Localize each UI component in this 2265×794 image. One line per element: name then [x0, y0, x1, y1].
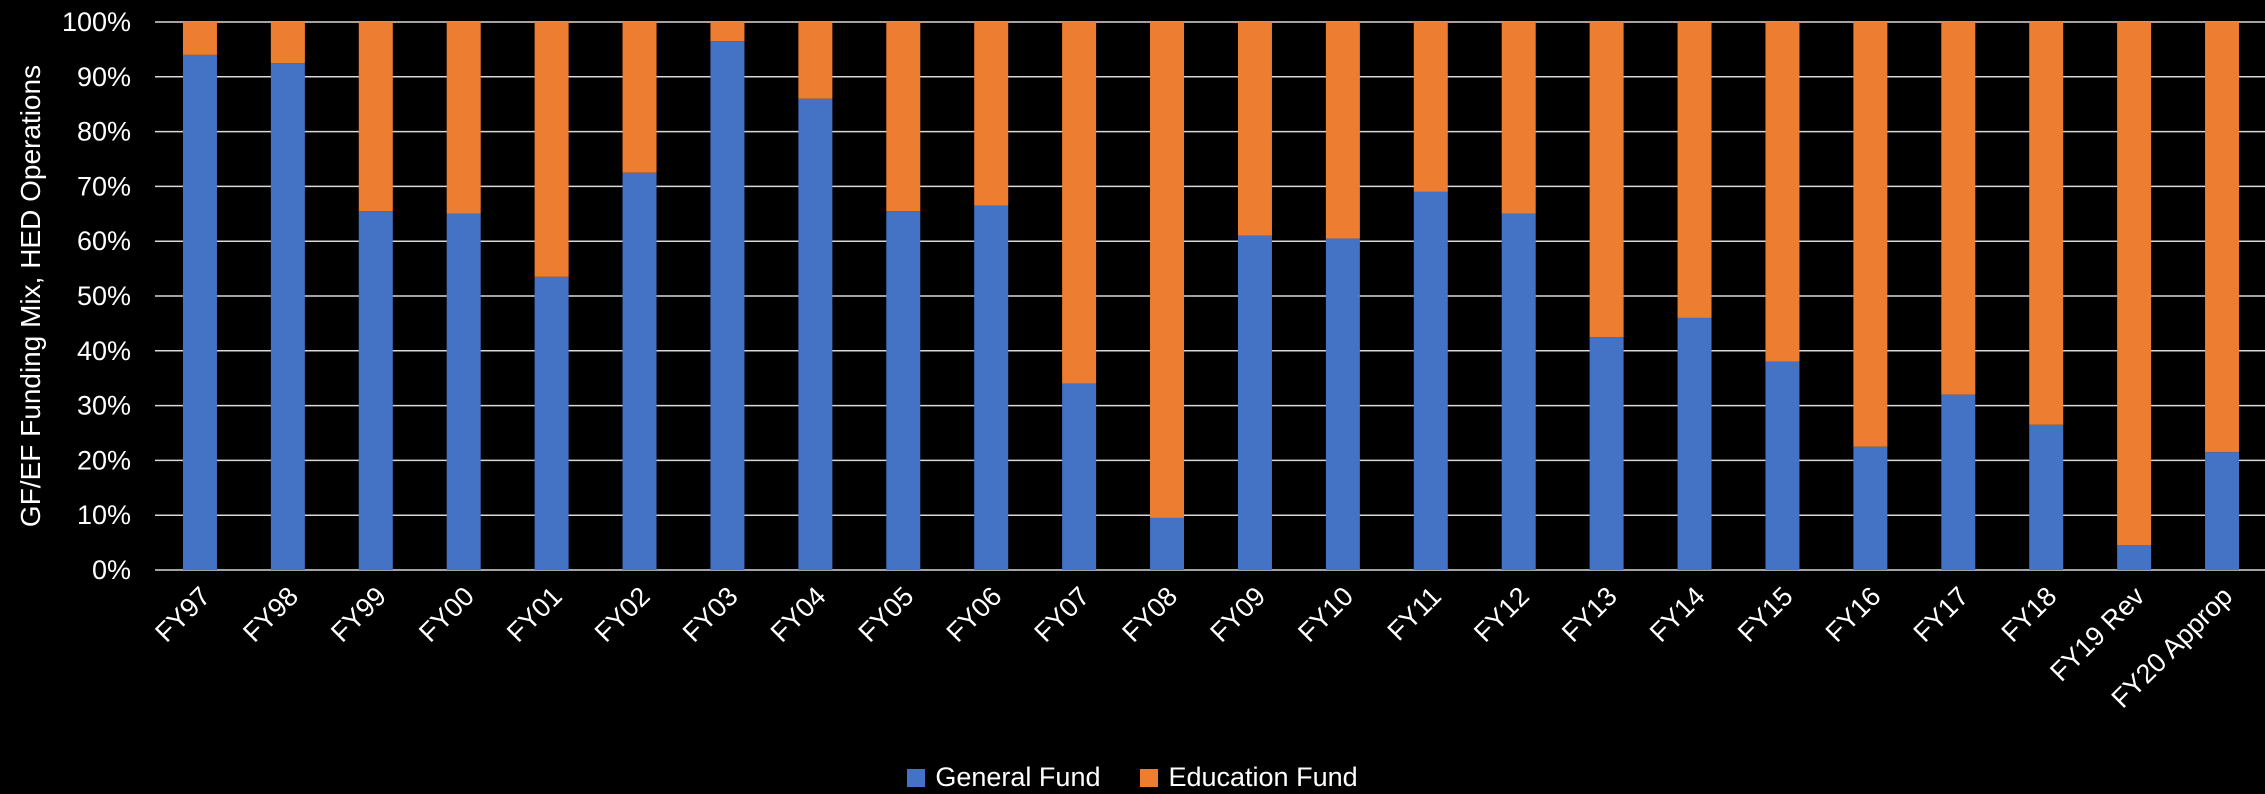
bar-education-fund-fy97	[182, 22, 217, 55]
bar-education-fund-fy03	[710, 22, 745, 42]
x-tick-label: FY98	[237, 581, 304, 648]
y-tick-label: 30%	[77, 391, 131, 421]
bar-general-fund-fy00	[446, 213, 481, 571]
bar-education-fund-fy10	[1325, 22, 1360, 239]
legend-swatch-education-fund	[1140, 768, 1159, 787]
y-tick-label: 10%	[77, 500, 131, 530]
bar-general-fund-fy11	[1413, 191, 1448, 570]
x-tick-label: FY16	[1820, 581, 1887, 648]
bar-general-fund-fy02	[622, 172, 657, 570]
x-tick-label: FY15	[1732, 581, 1799, 648]
bar-education-fund-fy01	[534, 22, 569, 277]
chart-legend: General Fund Education Fund	[0, 762, 2265, 793]
bar-general-fund-fy07	[1062, 383, 1097, 570]
x-tick-label: FY09	[1204, 581, 1271, 648]
bar-education-fund-fy12	[1501, 22, 1536, 214]
y-tick-label: 50%	[77, 281, 131, 311]
bar-education-fund-fy06	[974, 22, 1009, 206]
legend-label-education-fund: Education Fund	[1168, 762, 1358, 792]
bar-general-fund-fy10	[1325, 238, 1360, 570]
bar-general-fund-fy20-approp	[2205, 452, 2240, 570]
y-tick-label: 100%	[62, 7, 131, 37]
bar-general-fund-fy99	[358, 211, 393, 570]
bar-general-fund-fy08	[1150, 517, 1185, 570]
x-tick-label: FY18	[1996, 581, 2063, 648]
bar-general-fund-fy14	[1677, 317, 1712, 570]
bar-education-fund-fy18	[2029, 22, 2064, 425]
y-tick-label: 40%	[77, 336, 131, 366]
x-tick-label: FY11	[1382, 581, 1447, 646]
bar-education-fund-fy08	[1150, 22, 1185, 518]
legend-label-general-fund: General Fund	[935, 762, 1101, 792]
bar-general-fund-fy18	[2029, 424, 2064, 570]
bar-education-fund-fy19-rev	[2117, 22, 2152, 546]
chart-plot: 0% 10% 20% 30% 40% 50% 60% 70% 80% 90% 100% GF/EF F…	[15, 7, 2265, 714]
x-tick-label: FY05	[853, 581, 920, 648]
x-tick-label: FY12	[1468, 581, 1535, 648]
bar-education-fund-fy16	[1853, 22, 1888, 447]
bar-education-fund-fy99	[358, 22, 393, 212]
y-tick-label: 70%	[77, 171, 131, 201]
x-tick-label: FY14	[1644, 581, 1711, 648]
x-tick-label: FY00	[413, 581, 480, 648]
bar-general-fund-fy05	[886, 211, 921, 570]
bar-education-fund-fy17	[1941, 22, 1976, 395]
y-tick-label: 60%	[77, 226, 131, 256]
bar-general-fund-fy13	[1589, 337, 1624, 570]
bar-education-fund-fy04	[798, 22, 833, 99]
y-tick-label: 20%	[77, 445, 131, 475]
bar-general-fund-fy06	[974, 205, 1009, 570]
bar-general-fund-fy12	[1501, 213, 1536, 571]
bar-education-fund-fy00	[446, 22, 481, 214]
bar-education-fund-fy20-approp	[2205, 22, 2240, 453]
x-tick-label: FY08	[1116, 581, 1183, 648]
x-tick-label: FY17	[1908, 581, 1975, 648]
x-tick-label: FY01	[501, 581, 568, 648]
x-tick-label: FY97	[149, 581, 216, 648]
bar-education-fund-fy07	[1062, 22, 1097, 384]
bar-general-fund-fy17	[1941, 394, 1976, 570]
x-tick-label: FY10	[1292, 581, 1359, 648]
y-tick-label: 90%	[77, 62, 131, 92]
bar-education-fund-fy11	[1413, 22, 1448, 192]
x-tick-label: FY04	[765, 581, 832, 648]
x-tick-label: FY99	[325, 581, 392, 648]
x-tick-label: FY06	[941, 581, 1008, 648]
bar-education-fund-fy09	[1237, 22, 1272, 236]
x-tick-label: FY02	[589, 581, 656, 648]
y-tick-label: 0%	[92, 555, 131, 585]
bar-education-fund-fy98	[270, 22, 305, 64]
y-tick-label: 80%	[77, 117, 131, 147]
bar-general-fund-fy98	[270, 63, 305, 570]
bar-education-fund-fy15	[1765, 22, 1800, 362]
bar-general-fund-fy16	[1853, 446, 1888, 570]
bar-general-fund-fy01	[534, 276, 569, 570]
legend-item-education-fund: Education Fund	[1140, 762, 1358, 793]
bar-general-fund-fy09	[1237, 235, 1272, 570]
bar-education-fund-fy02	[622, 22, 657, 173]
bar-general-fund-fy15	[1765, 361, 1800, 570]
legend-item-general-fund: General Fund	[907, 762, 1100, 793]
x-tick-label: FY07	[1029, 581, 1096, 648]
bar-general-fund-fy04	[798, 98, 833, 570]
x-tick-label: FY13	[1556, 581, 1623, 648]
x-tick-label: FY03	[677, 581, 744, 648]
bar-general-fund-fy19-rev	[2117, 545, 2152, 570]
bar-education-fund-fy05	[886, 22, 921, 212]
bar-general-fund-fy97	[182, 54, 217, 570]
legend-swatch-general-fund	[907, 768, 926, 787]
bar-education-fund-fy14	[1677, 22, 1712, 318]
bar-general-fund-fy03	[710, 41, 745, 571]
bar-education-fund-fy13	[1589, 22, 1624, 338]
y-axis-title: GF/EF Funding Mix, HED Operations	[15, 65, 46, 527]
